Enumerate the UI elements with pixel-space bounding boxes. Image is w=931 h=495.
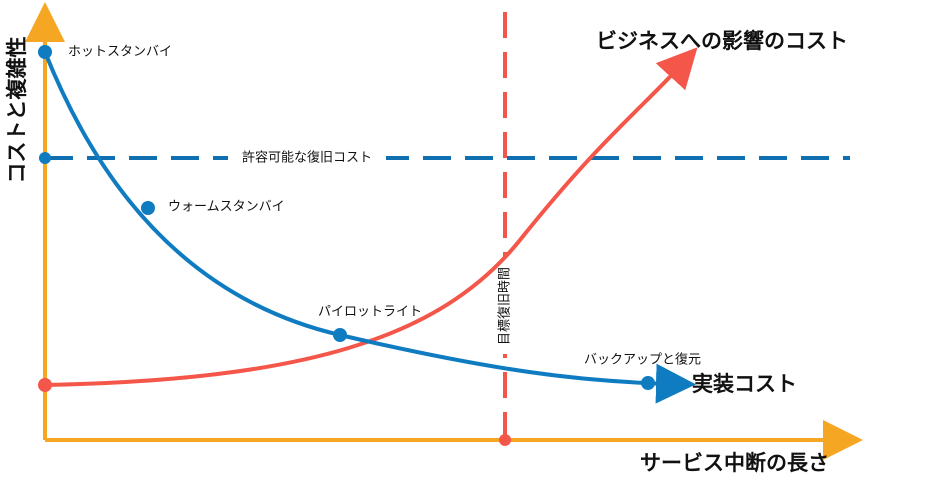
point <box>499 434 511 446</box>
business-impact-curve <box>44 47 698 387</box>
y-axis-label: コストと複雑性 <box>5 37 29 184</box>
implementation-cost-curve <box>43 51 696 404</box>
strategy-label: パイロットライト <box>318 305 422 320</box>
business-impact-label: ビジネスへの影響のコスト <box>596 29 848 53</box>
strategy-label: ウォームスタンバイ <box>168 200 285 215</box>
label-bg <box>228 148 386 168</box>
point <box>38 45 52 59</box>
label-bg <box>495 258 515 354</box>
point <box>38 378 52 392</box>
point <box>641 376 655 390</box>
strategy-label: バックアップと復元 <box>584 352 701 368</box>
rto-label: 目標復旧時間 <box>497 267 513 345</box>
implementation-label: 実装コスト <box>692 372 797 396</box>
acceptable-cost-label: 許容可能な復旧コスト <box>242 150 372 166</box>
point <box>141 201 155 215</box>
x-axis-label: サービス中断の長さ <box>640 451 829 475</box>
point <box>333 328 347 342</box>
strategy-label: ホットスタンバイ <box>68 45 172 60</box>
point <box>39 152 51 164</box>
